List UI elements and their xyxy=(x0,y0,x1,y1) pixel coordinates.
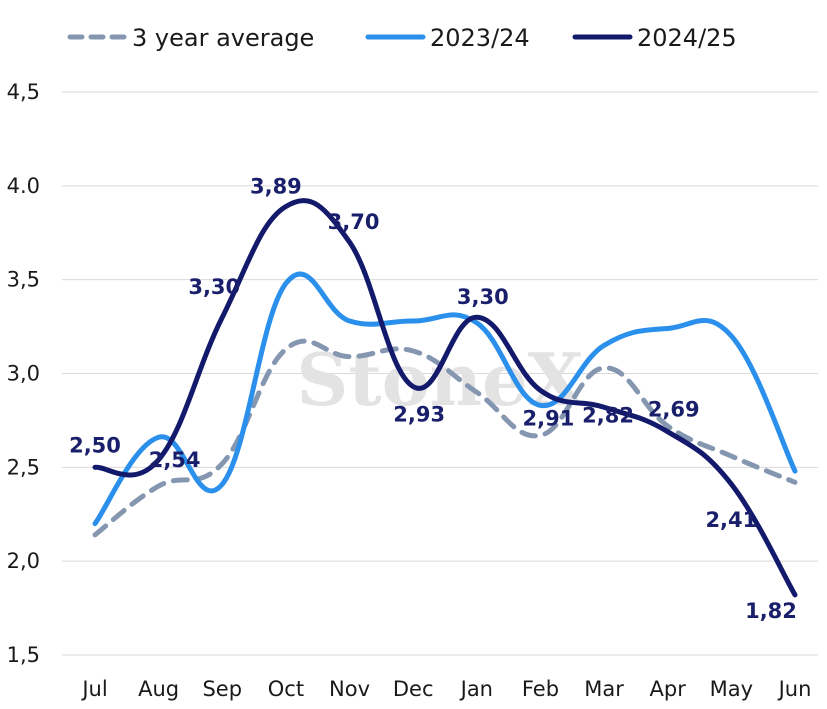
series-lines xyxy=(92,198,798,598)
legend-entry: 3 year average xyxy=(132,24,314,52)
data-label: 3,30 xyxy=(457,285,509,309)
data-label: 3,30 xyxy=(188,275,240,299)
data-label: 3,70 xyxy=(328,210,380,234)
x-tick-label: May xyxy=(710,677,753,701)
data-label: 2,93 xyxy=(393,403,445,427)
series-line-2 xyxy=(92,271,798,527)
data-label: 1,82 xyxy=(745,599,797,623)
x-tick-label: Oct xyxy=(268,677,304,701)
data-label: 2,50 xyxy=(69,433,121,457)
x-tick-label: Dec xyxy=(393,677,434,701)
legend-entry: 2024/25 xyxy=(637,24,737,52)
legend-entry: 2023/24 xyxy=(430,24,530,52)
y-tick-label: 4,5 xyxy=(7,80,40,104)
y-axis: 1,5 2,0 2,5 3,0 3,5 4.0 4,5 xyxy=(7,80,40,667)
x-tick-label: Mar xyxy=(584,677,624,701)
data-label: 3,89 xyxy=(250,174,302,198)
x-tick-label: Aug xyxy=(138,677,179,701)
x-tick-label: Apr xyxy=(650,677,687,701)
series-line-3 xyxy=(92,198,798,598)
x-tick-label: Sep xyxy=(202,677,242,701)
watermark-text: StoneX xyxy=(296,337,583,422)
data-label: 2,54 xyxy=(149,448,201,472)
y-tick-label: 2,5 xyxy=(7,455,40,479)
y-tick-label: 3,5 xyxy=(7,268,40,292)
data-label: 2,82 xyxy=(582,403,634,427)
x-tick-label: Jan xyxy=(459,677,493,701)
y-tick-label: 1,5 xyxy=(7,643,40,667)
data-labels: 2,50 2,54 3,30 3,89 3,70 2,93 3,30 2,91 2,82 2,69… xyxy=(69,174,797,622)
data-label: 2,91 xyxy=(523,406,575,430)
y-tick-label: 4.0 xyxy=(7,174,40,198)
x-axis: Jul Aug Sep Oct Nov Dec Jan Feb Mar Apr May Jun xyxy=(80,677,811,701)
x-tick-label: Feb xyxy=(522,677,559,701)
x-tick-label: Jun xyxy=(777,677,812,701)
x-tick-label: Nov xyxy=(329,677,370,701)
x-tick-label: Jul xyxy=(80,677,107,701)
legend: 3 year average 2023/24 2024/25 xyxy=(67,24,737,52)
data-label: 2,69 xyxy=(648,398,700,422)
data-label: 2,41 xyxy=(705,508,757,532)
series-line-1 xyxy=(92,338,798,538)
y-tick-label: 3,0 xyxy=(7,362,40,386)
y-tick-label: 2,0 xyxy=(7,549,40,573)
